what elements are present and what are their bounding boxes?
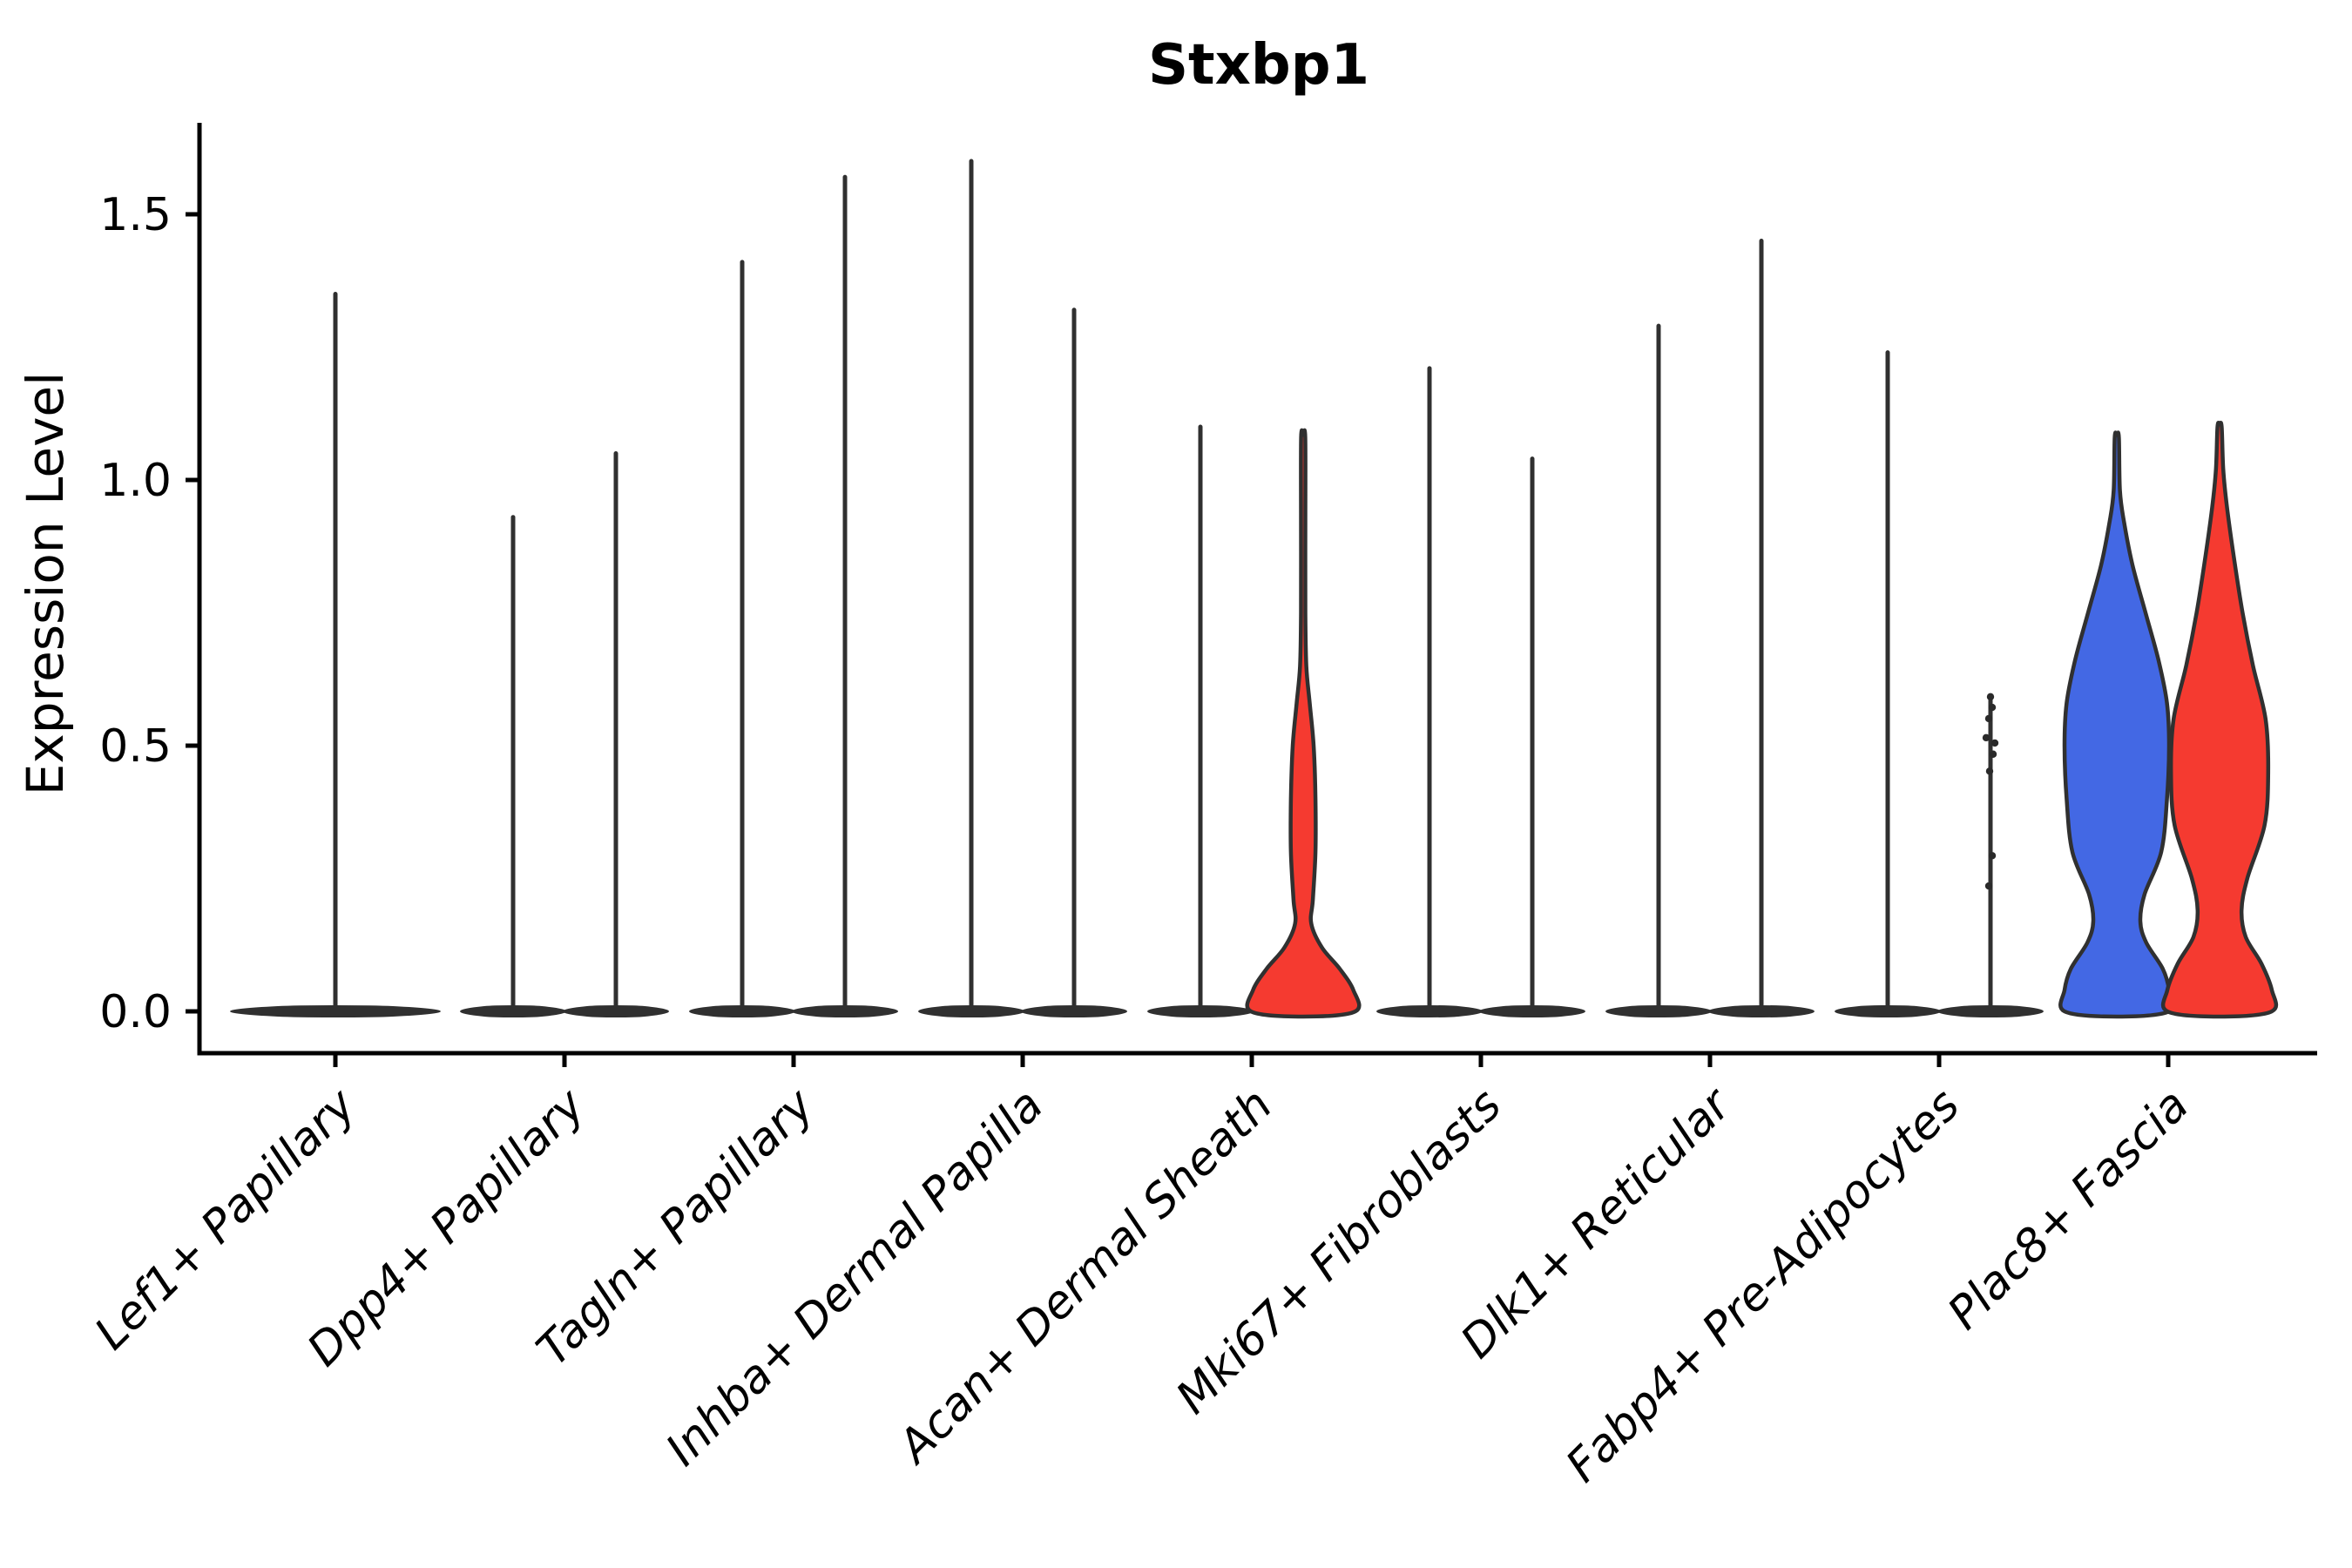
violin-acan-dermal-sheath-right <box>1245 428 1362 1019</box>
violin-dlk1-reticular-left <box>1605 323 1713 1017</box>
violin-fabp4-pre-adipocytes-left <box>1834 350 1942 1017</box>
chart-title: Stxbp1 <box>1148 33 1369 98</box>
violin-plac8-fascia-right <box>2160 421 2279 1019</box>
violin-mki67-fibroblasts-left <box>1375 366 1484 1017</box>
y-tick-label-1-5: 1.5 <box>99 189 172 241</box>
violin-plac8-fascia-left <box>2058 430 2175 1019</box>
violin-acan-dermal-sheath-right-body <box>1245 428 1362 1019</box>
violin-plac8-fascia-left-body <box>2058 430 2175 1019</box>
y-tick-label-1-0: 1.0 <box>99 455 172 507</box>
violin-plac8-fascia-right-body <box>2160 421 2279 1019</box>
x-tick-label-fabp4-pre-adipocytes: Fabp4+ Pre-Adipocytes <box>1557 1079 1970 1493</box>
y-tick-label-0-0: 0.0 <box>99 986 172 1038</box>
violin-lef1-papillary-center <box>229 292 442 1017</box>
x-tick-label-acan-dermal-sheath: Acan+ Dermal Sheath <box>887 1079 1282 1475</box>
violin-fabp4-pre-adipocytes-right-jitter-dot <box>1988 852 1997 860</box>
violins-group <box>229 159 2279 1019</box>
violin-dpp4-papillary-right <box>562 451 670 1017</box>
violin-fabp4-pre-adipocytes-right-jitter-dot <box>1985 767 1994 775</box>
violin-fabp4-pre-adipocytes-right-jitter-dot <box>1984 714 1993 723</box>
violin-fabp4-pre-adipocytes-right-jitter-dot <box>1990 739 1999 747</box>
violin-mki67-fibroblasts-right <box>1478 456 1586 1017</box>
x-tick-label-inhba-dermal-papilla: Inhba+ Dermal Papilla <box>656 1079 1053 1477</box>
violin-dlk1-reticular-right <box>1707 239 1815 1017</box>
violin-dpp4-papillary-left <box>459 515 567 1017</box>
violin-fabp4-pre-adipocytes-right-jitter-dot <box>1988 703 1997 712</box>
violin-inhba-dermal-papilla-right <box>1020 308 1128 1017</box>
violin-tagln-papillary-left <box>688 260 796 1017</box>
violin-fabp4-pre-adipocytes-right-jitter-dot <box>1986 693 1995 701</box>
y-tick-label-0-5: 0.5 <box>99 720 172 773</box>
violin-acan-dermal-sheath-left <box>1146 424 1254 1017</box>
x-tick-label-plac8-fascia: Plac8+ Fascia <box>1938 1079 2199 1340</box>
violin-fabp4-pre-adipocytes-right-jitter-dot <box>1984 882 1993 890</box>
violin-fabp4-pre-adipocytes-right-jitter-dot <box>1989 750 1997 758</box>
y-axis-label: Expression Level <box>16 372 75 795</box>
violin-inhba-dermal-papilla-left <box>917 159 1025 1017</box>
violin-fabp4-pre-adipocytes-right <box>1936 693 2044 1017</box>
violin-fabp4-pre-adipocytes-right-jitter-dot <box>1982 733 1990 742</box>
violin-tagln-papillary-right <box>791 174 899 1017</box>
